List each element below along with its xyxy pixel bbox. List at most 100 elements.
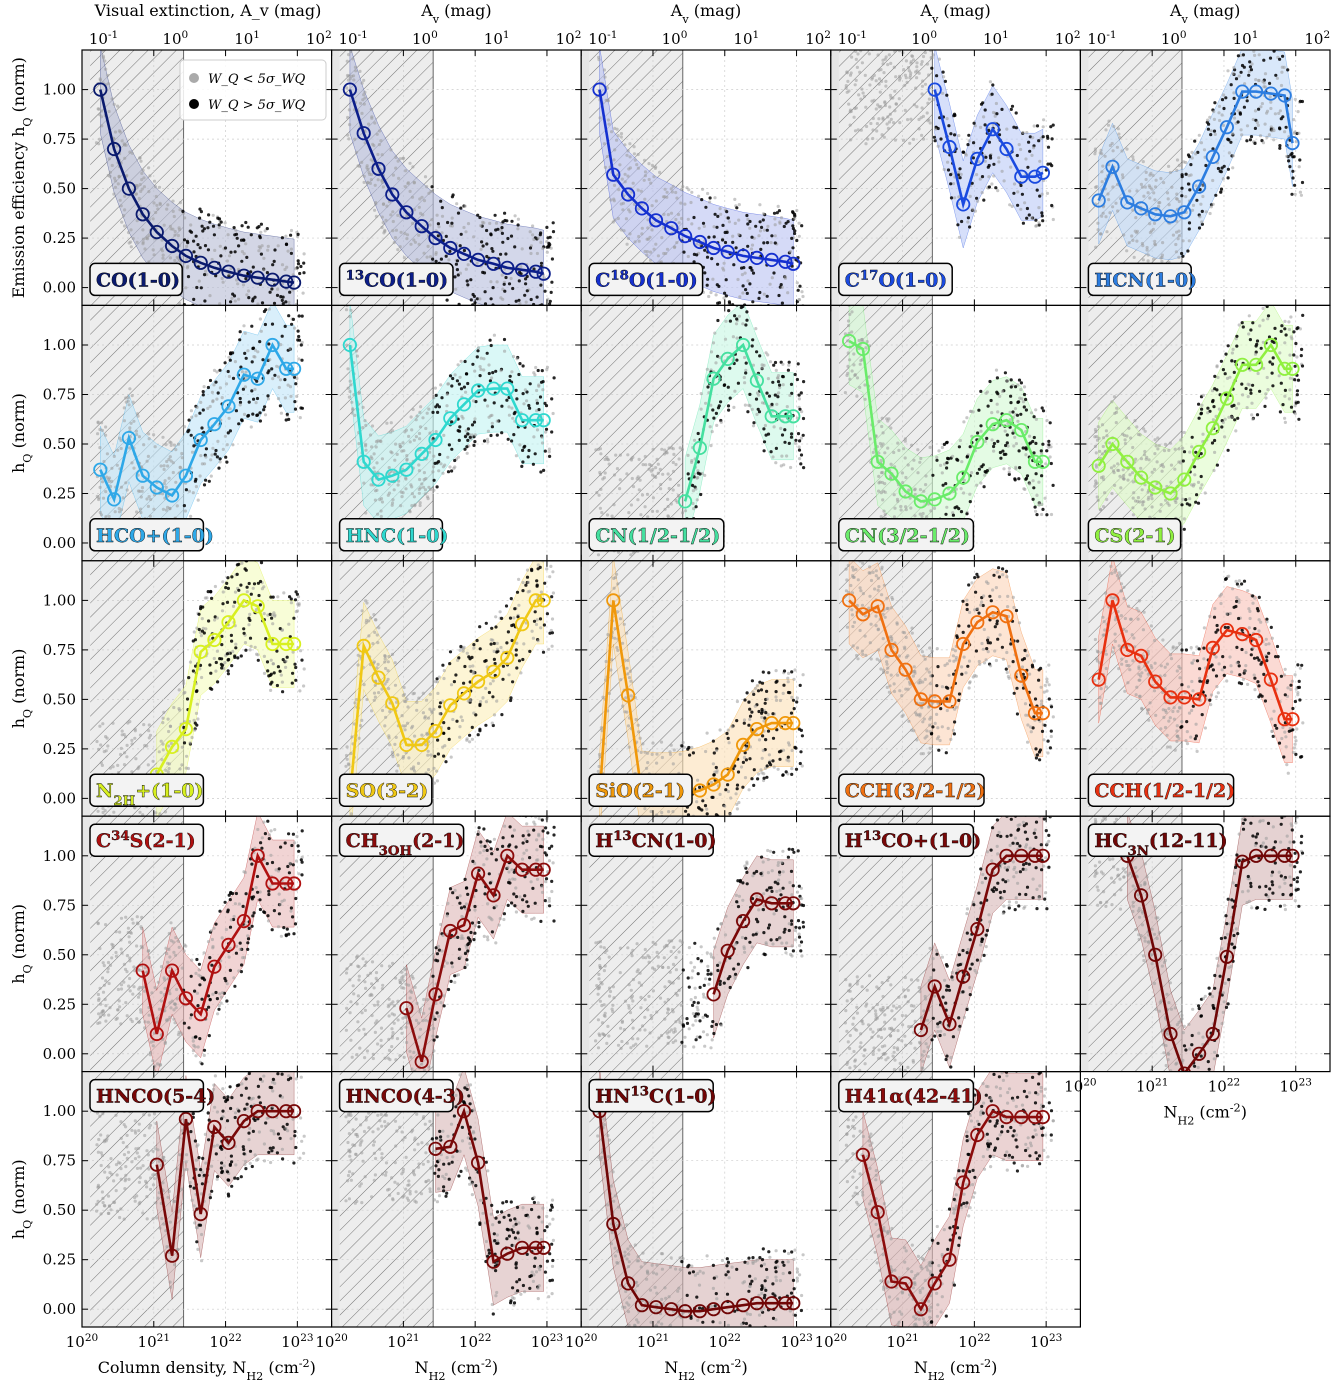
scatter-point (353, 413, 357, 417)
scatter-point (194, 414, 198, 418)
median-marker (470, 383, 486, 398)
scatter-point (1194, 450, 1198, 454)
scatter-point (1017, 378, 1022, 382)
scatter-point (119, 204, 123, 208)
scatter-point (883, 103, 888, 108)
median-marker (250, 371, 265, 386)
scatter-point (104, 515, 108, 519)
scatter-point (735, 206, 739, 210)
scatter-point (1032, 435, 1036, 440)
scatter-point (871, 450, 875, 454)
scatter-point (941, 91, 945, 95)
scatter-point (875, 122, 880, 126)
scatter-point (253, 387, 257, 391)
scatter-point (716, 318, 720, 323)
scatter-point (710, 430, 714, 434)
scatter-point (527, 448, 531, 453)
scatter-point (167, 476, 171, 480)
scatter-point (742, 266, 746, 270)
scatter-point (229, 250, 233, 254)
scatter-point (490, 421, 494, 425)
scatter-point (394, 228, 398, 232)
scatter-point (428, 223, 432, 227)
scatter-point (770, 234, 774, 238)
scatter-point (618, 163, 622, 167)
scatter-point (915, 105, 919, 109)
scatter-point (739, 301, 742, 304)
scatter-point (1296, 400, 1300, 404)
species-label-box (1087, 518, 1182, 552)
scatter-point (1220, 166, 1224, 170)
scatter-point (236, 282, 240, 286)
scatter-point (375, 132, 379, 136)
scatter-point (654, 199, 658, 203)
scatter-point (723, 337, 728, 341)
scatter-point (228, 358, 232, 362)
scatter-point (906, 463, 910, 467)
scatter-point (102, 459, 106, 464)
scatter-point (258, 419, 262, 423)
scatter-point (631, 455, 635, 459)
scatter-point (944, 482, 948, 486)
scatter-point (944, 512, 948, 516)
scatter-point (142, 176, 146, 180)
scatter-point (255, 379, 259, 383)
scatter-point (853, 83, 857, 87)
scatter-point (686, 472, 690, 476)
scatter-point (849, 138, 853, 142)
scatter-point (613, 218, 617, 222)
scatter-point (897, 448, 901, 452)
scatter-point (637, 239, 641, 243)
scatter-point (260, 244, 264, 248)
scatter-point (627, 510, 631, 515)
scatter-point (296, 262, 301, 266)
scatter-point (1034, 218, 1038, 222)
scatter-point (1200, 407, 1204, 411)
scatter-point (404, 169, 408, 173)
scatter-point (1037, 206, 1041, 210)
scatter-point (1197, 226, 1202, 230)
top-tick-label: 10-1 (1087, 29, 1116, 48)
scatter-point (347, 395, 351, 399)
scatter-point (880, 133, 884, 137)
scatter-point (1212, 110, 1216, 114)
scatter-point (253, 295, 257, 299)
scatter-point (1169, 480, 1173, 484)
scatter-point (97, 496, 101, 500)
scatter-point (942, 167, 946, 172)
scatter-point (960, 219, 964, 224)
scatter-point (541, 307, 544, 310)
scatter-point (289, 228, 294, 233)
scatter-point (1229, 83, 1233, 87)
scatter-point (606, 98, 610, 102)
scatter-point (921, 114, 926, 118)
scatter-point (1236, 54, 1240, 58)
scatter-point (229, 633, 233, 638)
scatter-point (475, 297, 479, 301)
species-label: C18O(1-0) (595, 268, 698, 292)
scatter-point (844, 84, 848, 88)
scatter-point (370, 457, 374, 461)
scatter-point (801, 433, 805, 437)
scatter-point (440, 206, 444, 210)
scatter-point (387, 471, 391, 476)
scatter-point (1002, 179, 1006, 183)
scatter-point (716, 214, 720, 218)
scatter-point (514, 388, 518, 392)
scatter-point (397, 479, 401, 483)
scatter-point (783, 428, 787, 432)
scatter-point (1093, 484, 1097, 488)
scatter-point (879, 515, 883, 519)
scatter-point (1022, 392, 1027, 397)
scatter-point (98, 137, 102, 141)
scatter-point (710, 257, 714, 261)
scatter-point (1006, 444, 1010, 448)
scatter-point (441, 465, 445, 469)
scatter-point (98, 485, 102, 489)
scatter-point (110, 97, 114, 101)
scatter-point (201, 408, 205, 412)
scatter-point (537, 408, 541, 412)
scatter-point (361, 98, 365, 102)
scatter-point (1191, 484, 1195, 488)
scatter-point (1300, 180, 1305, 185)
